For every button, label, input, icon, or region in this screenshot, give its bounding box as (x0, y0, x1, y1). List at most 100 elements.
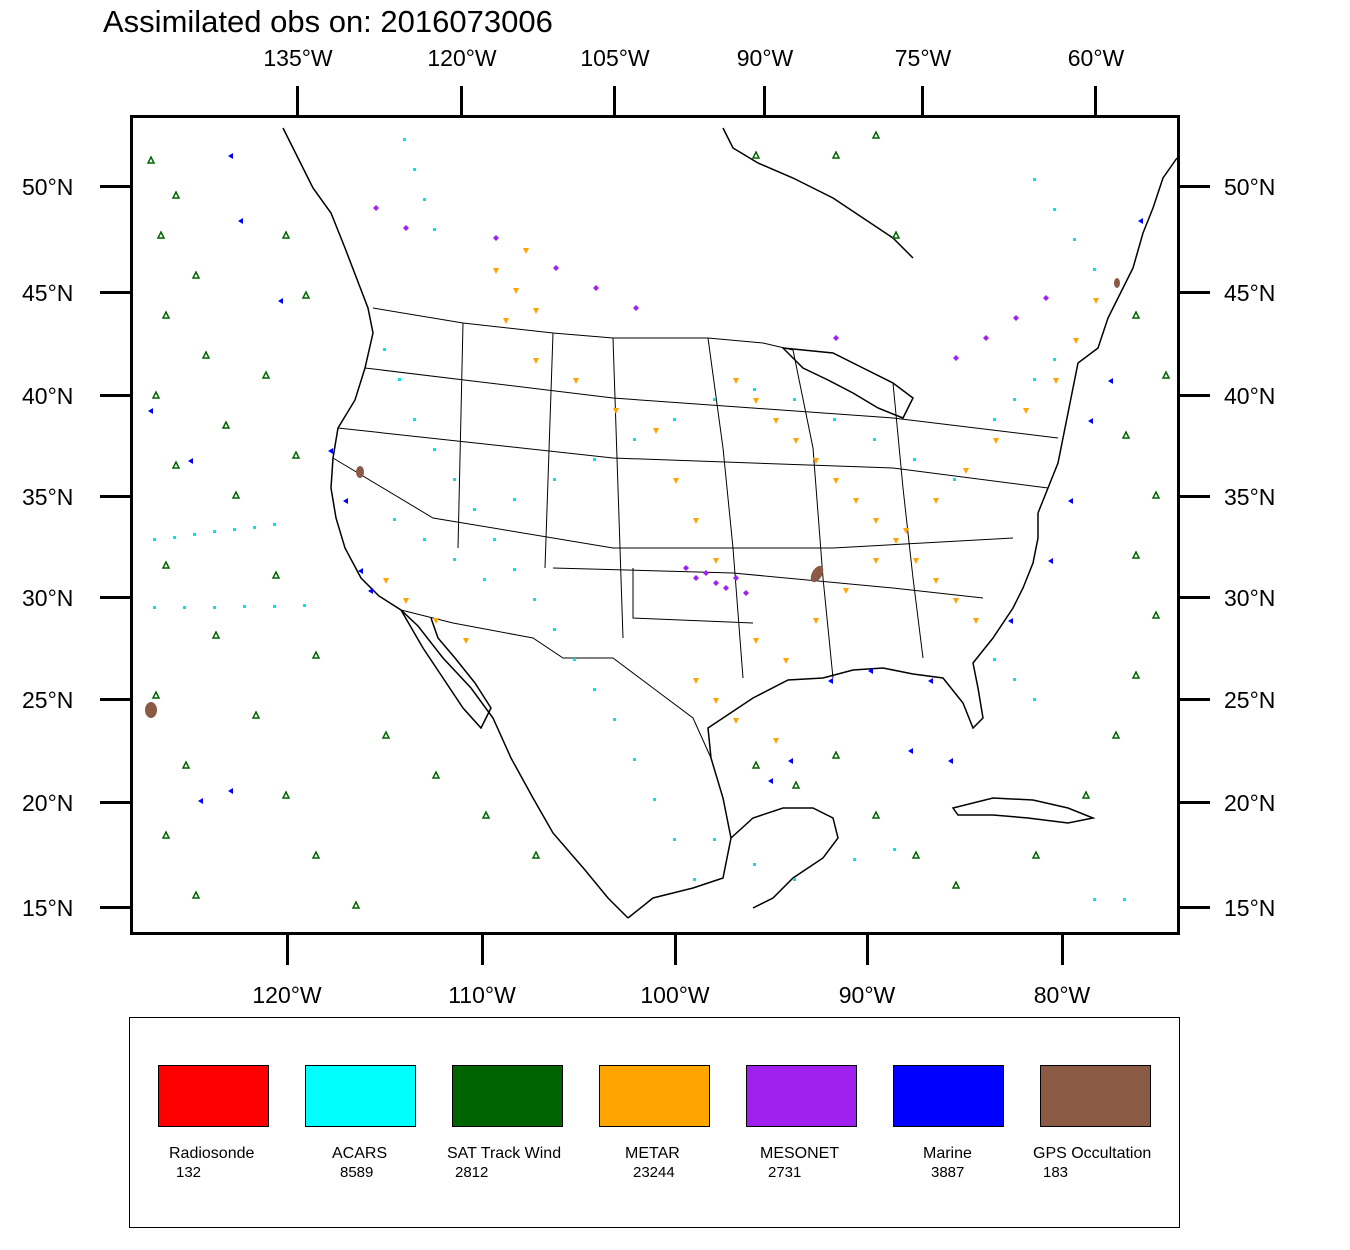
yucatan-coastline (730, 807, 839, 909)
left-lat-label: 35°N (22, 484, 74, 510)
atlantic-coastline (1037, 157, 1177, 514)
axis-tick (1180, 394, 1210, 397)
right-lat-label: 50°N (1224, 174, 1276, 200)
great-lakes (780, 347, 914, 419)
right-lat-label: 45°N (1224, 280, 1276, 306)
marine-points (148, 153, 1143, 804)
bottom-lon-label: 80°W (1033, 982, 1091, 1008)
legend-swatch (158, 1065, 269, 1127)
axis-tick (1180, 801, 1210, 804)
legend-item-marine: Marine 3887 (865, 1018, 1015, 1218)
legend-item-sat-track-wind: SAT Track Wind 2812 (424, 1018, 574, 1218)
state-border (552, 567, 984, 599)
axis-tick (100, 185, 130, 188)
right-lat-label: 40°N (1224, 383, 1276, 409)
legend-swatch (452, 1065, 563, 1127)
bottom-lon-label: 120°W (252, 982, 322, 1008)
axis-tick (100, 291, 130, 294)
axis-tick (1180, 291, 1210, 294)
bottom-lon-label: 110°W (448, 982, 516, 1008)
metar-points (383, 248, 1099, 744)
axis-tick (1094, 86, 1097, 115)
axis-tick (100, 495, 130, 498)
legend-label: METAR (625, 1145, 680, 1162)
legend-label: GPS Occultation (1033, 1145, 1152, 1162)
state-border (612, 337, 624, 639)
bottom-lon-label: 90°W (838, 982, 896, 1008)
axis-tick (866, 935, 869, 965)
left-lat-label: 25°N (22, 687, 74, 713)
axis-tick (1180, 185, 1210, 188)
state-border (364, 367, 1059, 439)
right-lat-label: 25°N (1224, 687, 1276, 713)
legend-count: 132 (176, 1164, 202, 1181)
state-border (792, 349, 834, 679)
legend-item-radiosonde: Radiosonde 132 (130, 1018, 280, 1218)
top-lon-label: 105°W (580, 45, 650, 71)
axis-tick (1180, 596, 1210, 599)
state-border (707, 337, 744, 679)
legend-swatch (599, 1065, 710, 1127)
axis-tick (1180, 495, 1210, 498)
right-lat-label: 35°N (1224, 484, 1276, 510)
axis-tick (296, 86, 299, 115)
axis-tick (100, 394, 130, 397)
legend-item-gps-occultation: GPS Occultation 183 (1012, 1018, 1162, 1218)
legend-label: Radiosonde (169, 1145, 255, 1162)
top-lon-label: 135°W (263, 45, 333, 71)
canada-us-border (372, 307, 794, 351)
right-lat-label: 30°N (1224, 585, 1276, 611)
cuba-coastline (951, 797, 1096, 824)
legend-item-metar: METAR 23244 (571, 1018, 721, 1218)
left-lat-label: 40°N (22, 383, 74, 409)
state-border (632, 568, 754, 624)
map-title: Assimilated obs on: 2016073006 (103, 4, 553, 39)
hudson-bay-shore (722, 127, 914, 259)
legend-count: 183 (1043, 1164, 1069, 1181)
axis-tick (100, 906, 130, 909)
axis-tick (921, 86, 924, 115)
left-lat-label: 15°N (22, 895, 74, 921)
axis-tick (1180, 698, 1210, 701)
state-border (457, 322, 464, 549)
top-lon-label: 90°W (736, 45, 794, 71)
legend-swatch (746, 1065, 857, 1127)
axis-tick (100, 596, 130, 599)
west-coastline (282, 127, 629, 919)
legend-count: 3887 (931, 1164, 965, 1181)
top-lon-label: 120°W (427, 45, 497, 71)
gps-occultation-points (145, 278, 1120, 718)
axis-tick (460, 86, 463, 115)
top-lon-label: 75°W (894, 45, 952, 71)
legend-label: ACARS (332, 1145, 388, 1162)
axis-tick (100, 801, 130, 804)
top-lon-label: 60°W (1067, 45, 1125, 71)
gulf-coastline (627, 513, 1039, 919)
legend-count: 8589 (340, 1164, 374, 1181)
axis-tick (613, 86, 616, 115)
legend-swatch (1040, 1065, 1151, 1127)
legend-count: 23244 (633, 1164, 675, 1181)
state-border (892, 382, 924, 659)
legend-label: MESONET (760, 1145, 840, 1162)
left-lat-label: 20°N (22, 790, 74, 816)
left-lat-label: 30°N (22, 585, 74, 611)
state-border (337, 427, 1049, 489)
legend-label: Marine (923, 1145, 972, 1162)
mesonet-points (373, 205, 1049, 596)
state-border (332, 457, 1014, 549)
axis-tick (481, 935, 484, 965)
state-border (544, 332, 554, 569)
legend-count: 2812 (455, 1164, 489, 1181)
legend-count: 2731 (768, 1164, 802, 1181)
legend-item-acars: ACARS 8589 (277, 1018, 427, 1218)
right-lat-label: 20°N (1224, 790, 1276, 816)
state-borders (332, 307, 1059, 759)
left-lat-label: 50°N (22, 174, 74, 200)
axis-tick (100, 698, 130, 701)
axis-tick (1061, 935, 1064, 965)
observation-map (130, 115, 1180, 935)
legend-swatch (305, 1065, 416, 1127)
legend-swatch (893, 1065, 1004, 1127)
bottom-lon-label: 100°W (640, 982, 710, 1008)
